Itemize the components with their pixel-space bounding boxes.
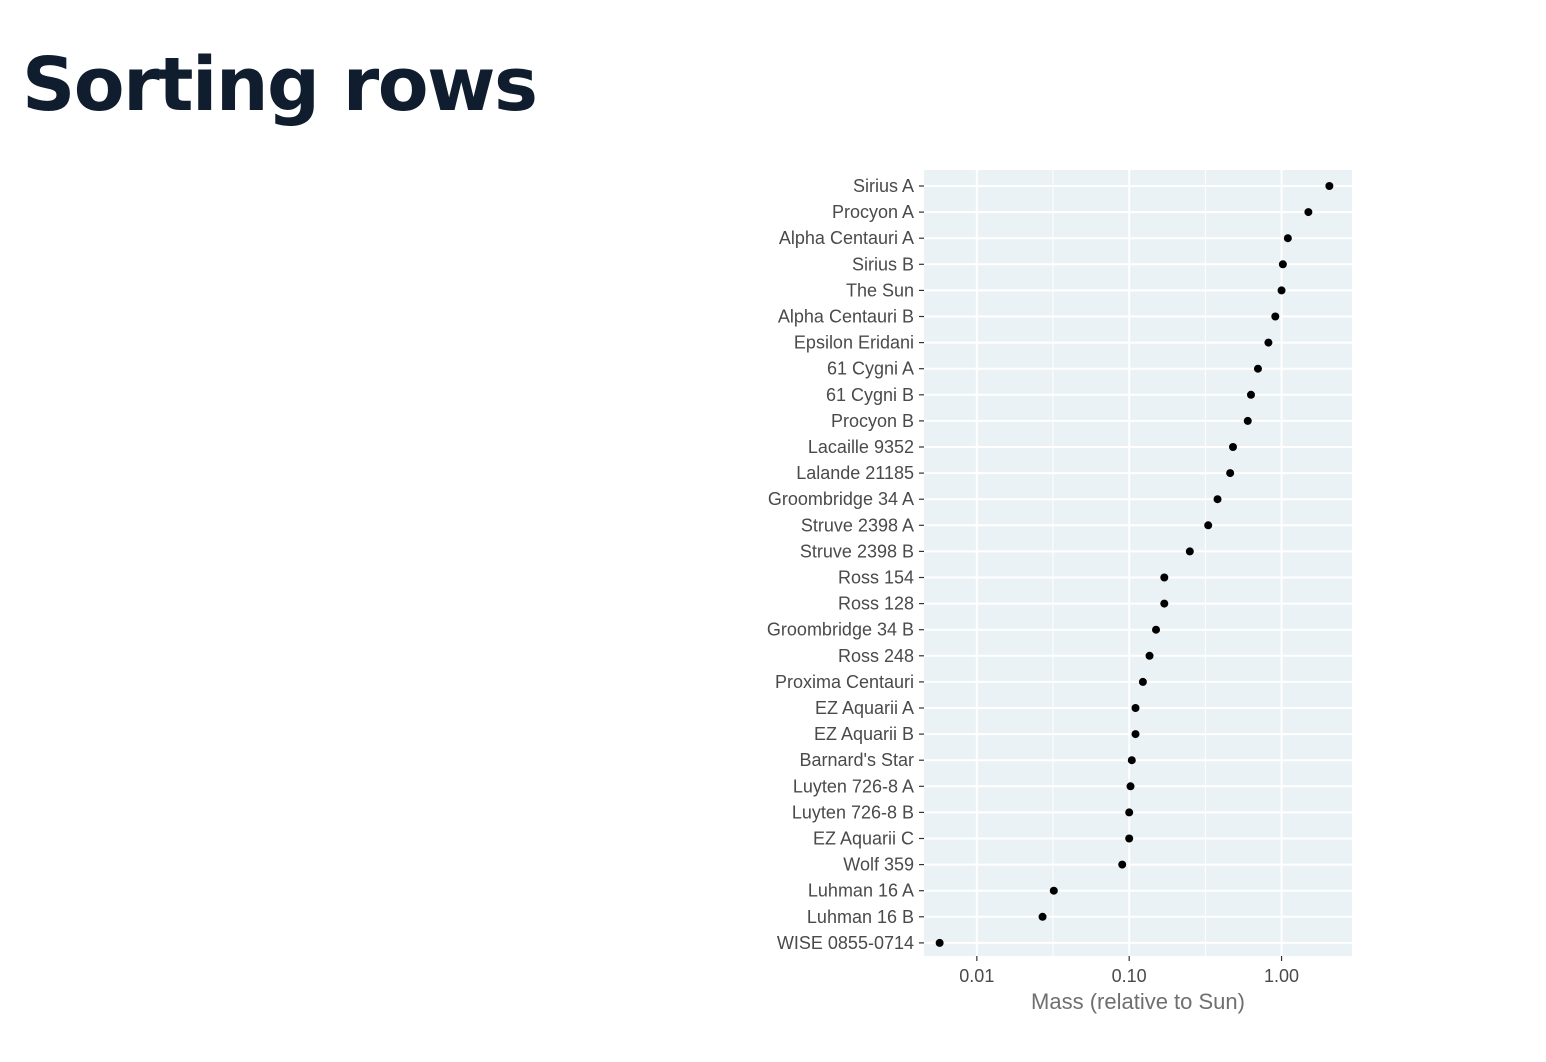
data-point [1160,573,1169,582]
y-tick-label: EZ Aquarii B [814,724,914,744]
y-tick-label: Epsilon Eridani [794,333,914,353]
y-tick-label: 61 Cygni B [826,385,914,405]
data-point [1118,860,1127,869]
data-point [1131,730,1140,739]
y-tick-label: The Sun [846,280,914,300]
x-axis-title: Mass (relative to Sun) [1031,989,1245,1014]
data-point [1204,521,1213,530]
data-point [1160,599,1169,608]
data-point [1246,390,1255,399]
y-tick-label: Luhman 16 B [807,907,914,927]
data-point [1253,364,1262,373]
data-point [1125,808,1134,817]
data-point [1228,443,1237,451]
data-point [1226,469,1235,478]
data-point [1049,886,1058,895]
x-tick-label: 1.00 [1264,966,1299,986]
y-tick-label: Procyon B [831,411,914,431]
y-tick-label: WISE 0855-0714 [777,933,914,953]
data-point [1277,286,1286,295]
data-point [1131,704,1140,712]
y-tick-label: Luhman 16 A [808,881,914,901]
y-tick-label: Procyon A [832,202,914,222]
y-tick-label: Luyten 726-8 A [793,776,914,796]
y-tick-label: Alpha Centauri B [778,307,914,327]
data-point [1243,416,1252,425]
data-point [1152,625,1161,634]
data-point [1325,182,1334,190]
data-point [1283,234,1292,243]
y-tick-label: Luyten 726-8 B [792,802,914,822]
y-tick-label: Wolf 359 [843,855,914,875]
y-tick-label: Sirius A [853,176,914,196]
data-point [1264,338,1273,347]
y-tick-label: Ross 154 [838,568,914,588]
y-tick-label: Ross 248 [838,646,914,666]
y-tick-label: Sirius B [852,254,914,274]
data-point [935,938,944,947]
y-tick-label: Alpha Centauri A [779,228,914,248]
y-tick-label: Struve 2398 B [800,541,914,561]
x-tick-label: 0.10 [1112,966,1147,986]
y-tick-label: Groombridge 34 A [768,489,914,509]
data-point [1126,782,1135,791]
data-point [1278,260,1287,269]
y-tick-label: 61 Cygni A [827,359,914,379]
data-point [1125,834,1134,843]
x-tick-label: 0.01 [959,966,994,986]
y-tick-label: EZ Aquarii C [813,829,914,849]
y-tick-label: EZ Aquarii A [815,698,914,718]
data-point [1138,677,1147,686]
y-tick-label: Lacaille 9352 [808,437,914,457]
data-point [1145,651,1154,660]
data-point [1271,312,1280,321]
slide-title: Sorting rows [22,42,538,128]
y-tick-label: Barnard's Star [800,750,915,770]
data-point [1304,208,1313,217]
y-tick-label: Lalande 21185 [796,463,914,483]
data-point [1127,756,1136,765]
data-point [1038,912,1047,921]
y-tick-label: Ross 128 [838,594,914,614]
data-point [1213,495,1222,504]
data-point [1185,547,1194,556]
y-tick-label: Proxima Centauri [775,672,914,692]
y-tick-label: Groombridge 34 B [767,620,914,640]
y-tick-label: Struve 2398 A [801,515,914,535]
